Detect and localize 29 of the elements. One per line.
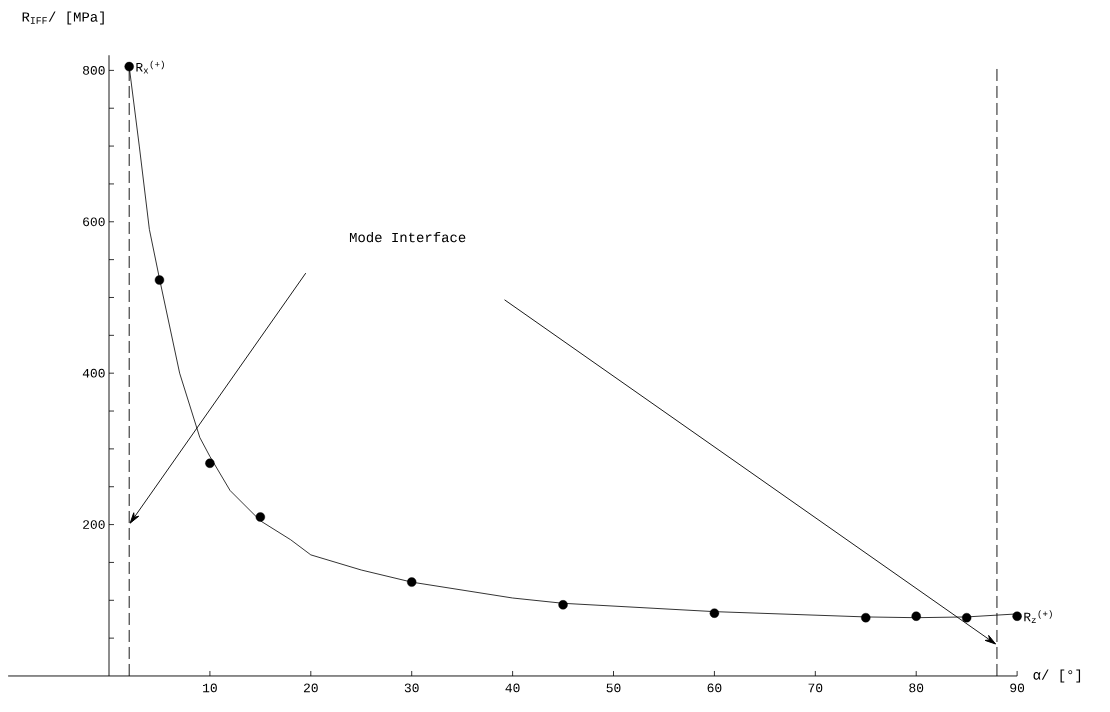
point [255,512,266,522]
x-tick-label: 40 [505,683,520,693]
point [124,61,134,72]
point [911,611,921,621]
point [1012,611,1022,621]
point [407,577,417,587]
y-tick-label: 400 [82,368,105,378]
x-tick-label: 60 [707,683,722,693]
annotation: Mode Interface [349,231,466,243]
point [709,608,720,618]
annotation: R$_{x}$(+) [136,60,164,74]
point [205,458,215,468]
x-tick-label: 80 [909,683,924,693]
x-axis-title: α/ [°] [1033,669,1081,683]
x-tick-label: 10 [203,683,217,693]
x-tick-label: 20 [303,683,318,693]
x-tick-label: 30 [404,683,419,693]
x-tick-label: 50 [606,683,621,693]
x-tick-label: 90 [1010,683,1025,693]
y-tick-label: 800 [83,65,105,75]
y-tick-label: 200 [83,520,105,529]
point [154,275,165,285]
point [558,600,568,610]
annotation: R$_{z}$(+) [1024,610,1052,623]
x-tick-label: 70 [808,683,823,693]
point [961,612,972,623]
point [861,612,871,623]
y-tick-label: 600 [83,217,105,227]
y-axis-title: R$_{IFF}$/ [MPa] [22,11,104,25]
